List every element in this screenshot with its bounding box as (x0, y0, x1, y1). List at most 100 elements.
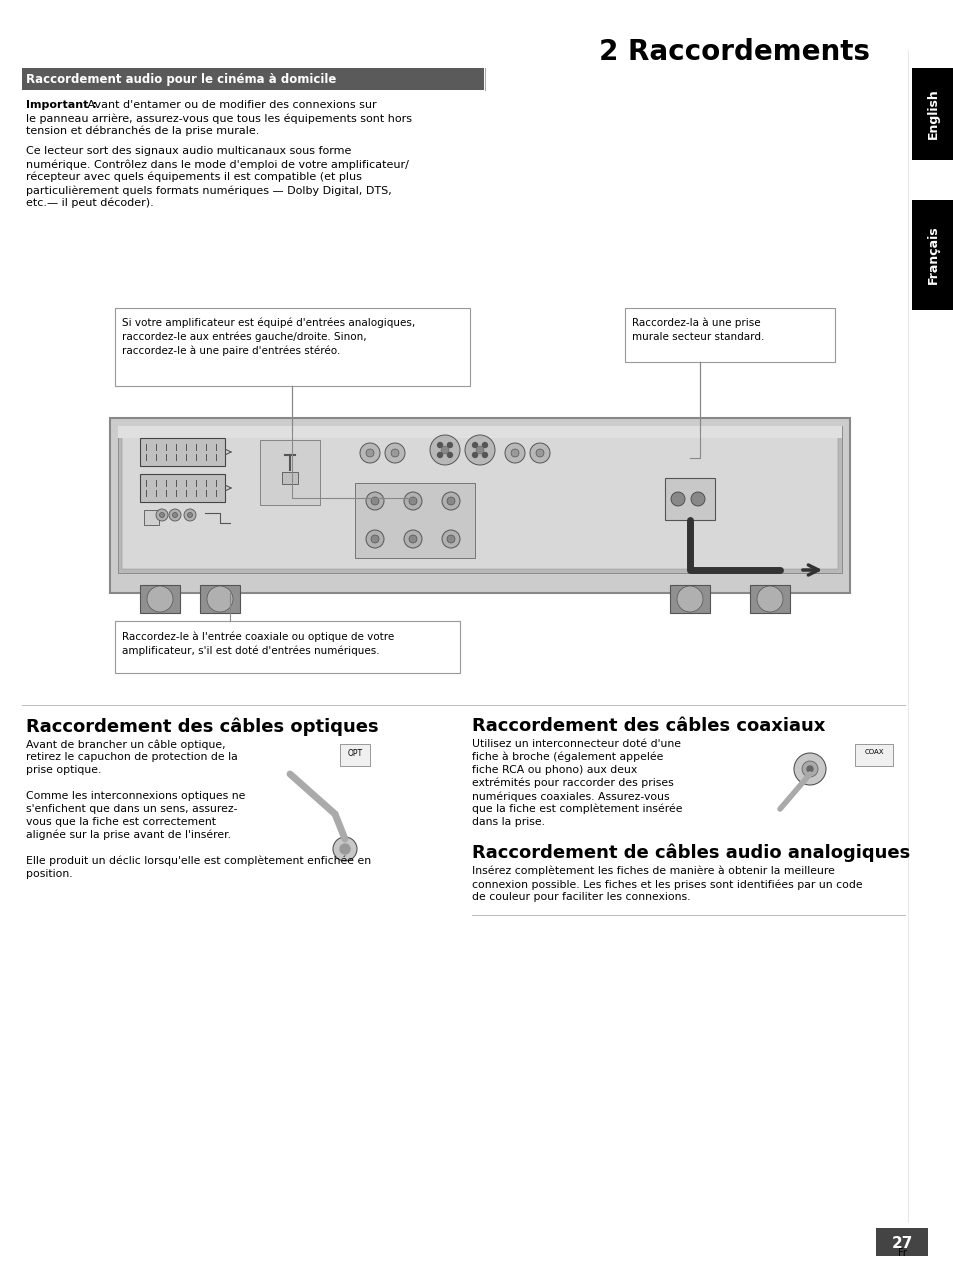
Circle shape (409, 497, 416, 505)
FancyBboxPatch shape (110, 418, 849, 593)
Text: Ce lecteur sort des signaux audio multicanaux sous forme: Ce lecteur sort des signaux audio multic… (26, 146, 351, 156)
Circle shape (793, 753, 825, 785)
Text: Insérez complètement les fiches de manière à obtenir la meilleure: Insérez complètement les fiches de maniè… (472, 866, 834, 876)
Circle shape (391, 449, 398, 457)
Circle shape (472, 453, 477, 458)
Circle shape (430, 435, 459, 466)
Circle shape (147, 586, 172, 612)
Text: vous que la fiche est correctement: vous que la fiche est correctement (26, 817, 215, 827)
Circle shape (437, 443, 442, 448)
Text: Si votre amplificateur est équipé d'entrées analogiques,: Si votre amplificateur est équipé d'entr… (122, 318, 415, 328)
Text: English: English (925, 89, 939, 140)
Circle shape (366, 449, 374, 457)
Circle shape (447, 497, 455, 505)
Circle shape (359, 443, 379, 463)
Text: le panneau arrière, assurez-vous que tous les équipements sont hors: le panneau arrière, assurez-vous que tou… (26, 113, 412, 123)
Text: Raccordement des câbles coaxiaux: Raccordement des câbles coaxiaux (472, 717, 824, 735)
FancyBboxPatch shape (355, 483, 475, 558)
Circle shape (156, 509, 168, 522)
Circle shape (670, 492, 684, 506)
Circle shape (184, 509, 195, 522)
Text: fiche RCA ou phono) aux deux: fiche RCA ou phono) aux deux (472, 764, 637, 775)
Circle shape (536, 449, 543, 457)
Circle shape (511, 449, 518, 457)
Circle shape (441, 530, 459, 548)
Circle shape (482, 453, 487, 458)
Circle shape (757, 586, 782, 612)
FancyBboxPatch shape (669, 585, 709, 613)
Text: fiche à broche (également appelée: fiche à broche (également appelée (472, 752, 662, 762)
Text: OPT: OPT (347, 749, 362, 758)
Circle shape (366, 492, 384, 510)
Circle shape (504, 443, 524, 463)
Text: Important :: Important : (26, 100, 96, 109)
Circle shape (403, 530, 421, 548)
Circle shape (366, 530, 384, 548)
FancyBboxPatch shape (200, 585, 240, 613)
FancyBboxPatch shape (140, 585, 180, 613)
Text: tension et débranchés de la prise murale.: tension et débranchés de la prise murale… (26, 126, 259, 136)
Text: COAX: COAX (863, 749, 882, 756)
Circle shape (806, 766, 812, 772)
Text: particulièrement quels formats numériques — Dolby Digital, DTS,: particulièrement quels formats numérique… (26, 184, 392, 196)
Text: alignée sur la prise avant de l'insérer.: alignée sur la prise avant de l'insérer. (26, 831, 231, 841)
Circle shape (441, 492, 459, 510)
FancyBboxPatch shape (140, 474, 225, 502)
FancyBboxPatch shape (260, 440, 319, 505)
Circle shape (677, 586, 702, 612)
Text: raccordez-le à une paire d'entrées stéréo.: raccordez-le à une paire d'entrées stéré… (122, 346, 340, 356)
Circle shape (801, 761, 817, 777)
Text: retirez le capuchon de protection de la: retirez le capuchon de protection de la (26, 752, 237, 762)
FancyBboxPatch shape (282, 472, 297, 485)
Circle shape (207, 586, 233, 612)
Text: que la fiche est complètement insérée: que la fiche est complètement insérée (472, 804, 681, 814)
Text: Fr: Fr (897, 1248, 905, 1258)
Text: Utilisez un interconnecteur doté d'une: Utilisez un interconnecteur doté d'une (472, 739, 680, 749)
Circle shape (530, 443, 550, 463)
Circle shape (333, 837, 356, 861)
Circle shape (476, 446, 483, 454)
Text: murale secteur standard.: murale secteur standard. (631, 332, 763, 342)
Text: Raccordez-le à l'entrée coaxiale ou optique de votre: Raccordez-le à l'entrée coaxiale ou opti… (122, 631, 394, 641)
Circle shape (403, 492, 421, 510)
Circle shape (482, 443, 487, 448)
Text: Raccordement audio pour le cinéma à domicile: Raccordement audio pour le cinéma à domi… (26, 73, 336, 85)
Text: numérique. Contrôlez dans le mode d'emploi de votre amplificateur/: numérique. Contrôlez dans le mode d'empl… (26, 159, 409, 169)
FancyBboxPatch shape (122, 430, 837, 569)
FancyBboxPatch shape (624, 308, 834, 363)
Text: Comme les interconnexions optiques ne: Comme les interconnexions optiques ne (26, 791, 245, 801)
Text: Avant de brancher un câble optique,: Avant de brancher un câble optique, (26, 739, 226, 749)
FancyBboxPatch shape (911, 67, 953, 160)
FancyBboxPatch shape (875, 1227, 927, 1255)
Text: Français: Français (925, 225, 939, 285)
Circle shape (447, 453, 452, 458)
Text: Raccordement de câbles audio analogiques: Raccordement de câbles audio analogiques (472, 845, 909, 862)
Circle shape (440, 446, 449, 454)
Circle shape (172, 513, 177, 518)
Text: récepteur avec quels équipements il est compatible (et plus: récepteur avec quels équipements il est … (26, 172, 361, 182)
FancyBboxPatch shape (115, 308, 470, 385)
FancyBboxPatch shape (911, 200, 953, 310)
FancyBboxPatch shape (339, 744, 370, 766)
FancyBboxPatch shape (854, 744, 892, 766)
FancyBboxPatch shape (118, 426, 841, 572)
Circle shape (159, 513, 164, 518)
Text: numériques coaxiales. Assurez-vous: numériques coaxiales. Assurez-vous (472, 791, 669, 801)
Circle shape (339, 845, 350, 854)
Text: 2 Raccordements: 2 Raccordements (598, 38, 869, 66)
Text: Raccordement des câbles optiques: Raccordement des câbles optiques (26, 717, 378, 735)
FancyBboxPatch shape (144, 510, 159, 525)
Circle shape (464, 435, 495, 466)
Text: prise optique.: prise optique. (26, 764, 101, 775)
Text: de couleur pour faciliter les connexions.: de couleur pour faciliter les connexions… (472, 892, 690, 902)
Circle shape (188, 513, 193, 518)
FancyBboxPatch shape (22, 67, 483, 90)
FancyBboxPatch shape (115, 621, 459, 673)
Circle shape (447, 536, 455, 543)
Text: extrémités pour raccorder des prises: extrémités pour raccorder des prises (472, 778, 673, 789)
FancyBboxPatch shape (118, 426, 841, 438)
Text: raccordez-le aux entrées gauche/droite. Sinon,: raccordez-le aux entrées gauche/droite. … (122, 332, 366, 342)
FancyBboxPatch shape (468, 842, 897, 864)
Text: s'enfichent que dans un sens, assurez-: s'enfichent que dans un sens, assurez- (26, 804, 237, 814)
Circle shape (472, 443, 477, 448)
